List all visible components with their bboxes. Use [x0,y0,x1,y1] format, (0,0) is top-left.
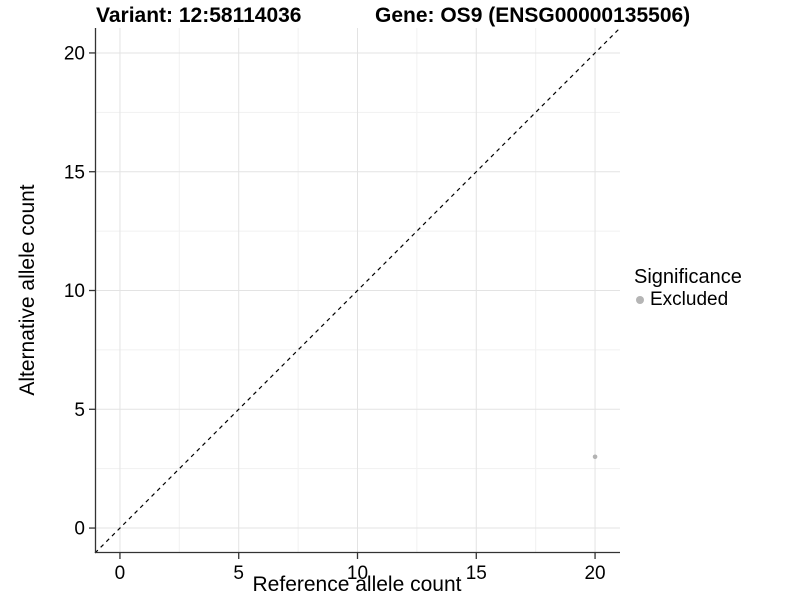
y-tick-label: 20 [64,44,85,65]
y-tick-label: 10 [64,281,85,302]
x-tick-label: 20 [584,563,605,584]
data-point [592,454,598,460]
y-tick-label: 5 [74,400,85,421]
x-tick-label: 15 [466,563,487,584]
legend-point-icon [636,296,644,304]
y-tick-label: 15 [64,162,85,183]
legend: Significance Excluded [634,266,798,311]
plot-title-gene: Gene: OS9 (ENSG00000135506) [375,4,691,27]
plot-title-variant: Variant: 12:58114036 [96,4,302,27]
legend-item: Excluded [634,289,798,311]
y-tick-label: 0 [74,519,85,540]
x-tick-label: 10 [347,563,368,584]
legend-item-label: Excluded [650,289,729,310]
identity-dashed-line [94,27,621,554]
x-axis-title: Reference allele count [252,573,462,596]
legend-title: Significance [634,266,742,288]
x-tick-label: 5 [233,563,244,584]
x-tick-label: 0 [115,563,126,584]
